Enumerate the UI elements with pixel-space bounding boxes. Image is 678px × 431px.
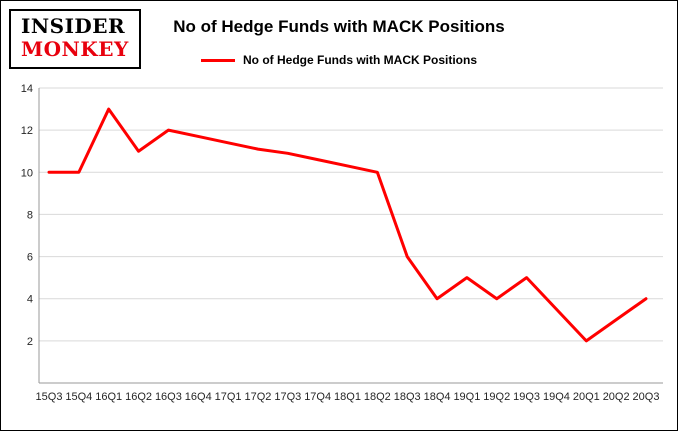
x-tick-label: 19Q1 [453, 391, 480, 403]
x-tick-label: 18Q1 [334, 391, 361, 403]
y-tick-label: 12 [21, 125, 33, 137]
x-tick-label: 16Q3 [155, 391, 182, 403]
y-tick-label: 2 [27, 336, 33, 348]
x-tick-label: 17Q2 [244, 391, 271, 403]
x-tick-label: 18Q2 [364, 391, 391, 403]
x-tick-label: 15Q3 [36, 391, 63, 403]
x-tick-label: 20Q2 [603, 391, 630, 403]
x-tick-label: 16Q4 [185, 391, 212, 403]
legend-line-swatch [201, 58, 235, 62]
x-tick-label: 20Q3 [633, 391, 660, 403]
x-tick-label: 17Q3 [274, 391, 301, 403]
legend-label: No of Hedge Funds with MACK Positions [243, 53, 477, 67]
x-tick-label: 15Q4 [65, 391, 92, 403]
series-line [47, 107, 648, 343]
y-tick-label: 14 [21, 83, 33, 95]
x-tick-label: 18Q4 [424, 391, 451, 403]
y-tick-label: 4 [27, 294, 33, 306]
page-title: No of Hedge Funds with MACK Positions [173, 17, 505, 36]
insider-monkey-logo: INSIDER MONKEY [9, 9, 141, 69]
x-tick-label: 18Q3 [394, 391, 421, 403]
x-tick-label: 17Q1 [215, 391, 242, 403]
y-tick-label: 6 [27, 252, 33, 264]
x-tick-label: 19Q3 [513, 391, 540, 403]
logo-monkey: MONKEY [21, 37, 129, 61]
x-tick-label: 16Q1 [95, 391, 122, 403]
x-tick-label: 16Q2 [125, 391, 152, 403]
x-tick-label: 17Q4 [304, 391, 331, 403]
x-tick-label: 19Q2 [483, 391, 510, 403]
x-tick-label: 20Q1 [573, 391, 600, 403]
x-tick-label: 19Q4 [543, 391, 570, 403]
y-tick-label: 10 [21, 167, 33, 179]
logo-insider: INSIDER [21, 14, 126, 38]
legend: No of Hedge Funds with MACK Positions [1, 53, 677, 67]
y-tick-label: 8 [27, 209, 33, 221]
